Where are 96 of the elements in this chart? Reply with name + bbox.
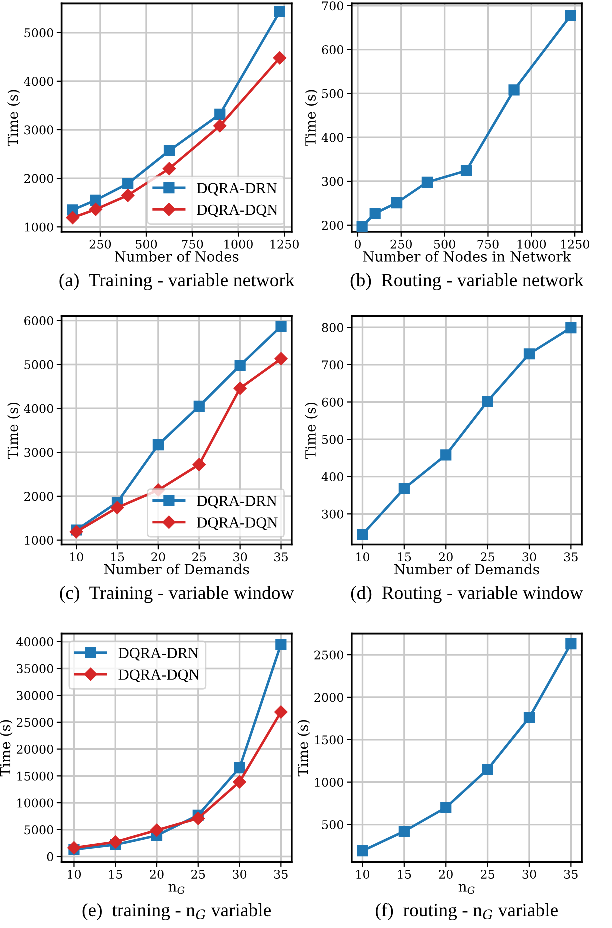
y-tick-label: 0 (47, 852, 54, 862)
y-tick-label: 1000 (25, 536, 54, 546)
text: (d) Routing - variable window (351, 586, 584, 604)
x-tick-label: 500 (136, 240, 158, 249)
y-tick-label: 20000 (16, 744, 54, 754)
text: (c) Training - variable window (60, 586, 294, 604)
x-tick-label: 35 (564, 552, 578, 562)
x-tick-label: 10 (70, 552, 84, 562)
y-tick-label: 300 (322, 177, 344, 186)
text: (e) training - n$_{G}$ variable (82, 903, 272, 920)
x-tick-label: 1000 (518, 240, 546, 249)
y-tick-label: 600 (322, 45, 344, 55)
legend-label: DQRA-DQN (197, 204, 278, 218)
x-tick-label: 30 (522, 870, 536, 879)
y-tick-label: 700 (322, 2, 344, 11)
text: (a) Training - variable network (60, 273, 295, 290)
x-tick-label: 10 (356, 870, 370, 879)
y-tick-label: 6000 (24, 316, 54, 326)
legend-label: DQRA-DRN (197, 496, 277, 509)
y-tick-label: 1000 (25, 222, 54, 232)
x-tick-label: 500 (434, 240, 456, 249)
x-tick-label: 20 (439, 552, 453, 562)
x-tick-label: 15 (398, 552, 412, 562)
y-tick-label: 500 (322, 89, 344, 98)
y-tick-label: 40000 (16, 638, 54, 647)
y-tick-label: 400 (322, 133, 344, 142)
y-tick-label: 500 (322, 820, 344, 830)
text: (b) Routing - variable network (350, 273, 584, 290)
x-axis-title: n$_{G}$ (168, 884, 185, 894)
x-tick-label: 250 (90, 240, 112, 249)
y-axis-title: Time (s) (8, 90, 20, 146)
y-tick-label: 5000 (24, 826, 54, 835)
y-tick-label: 25000 (16, 718, 54, 728)
x-tick-label: 15 (109, 870, 122, 879)
legend-label: DQRA-DQN (197, 518, 278, 530)
x-tick-label: 1000 (224, 240, 253, 249)
y-tick-label: 4000 (24, 77, 54, 86)
x-tick-label: 25 (481, 552, 494, 562)
x-tick-label: 30 (233, 870, 247, 879)
x-axis-title: Number of Nodes in Network (363, 251, 572, 262)
y-tick-label: 10000 (18, 798, 54, 808)
x-tick-label: 35 (274, 870, 288, 879)
y-tick-label: 2000 (314, 693, 344, 702)
x-tick-label: 10 (356, 552, 370, 562)
y-tick-label: 5000 (24, 360, 54, 370)
x-tick-label: 20 (152, 552, 166, 562)
x-tick-label: 1250 (561, 240, 590, 249)
x-tick-label: 25 (481, 870, 494, 879)
x-tick-label: 20 (439, 870, 453, 879)
y-tick-label: 5000 (24, 28, 54, 38)
x-axis-title: Number of Demands (104, 564, 250, 575)
x-tick-label: 1250 (270, 240, 299, 249)
y-tick-label: 2000 (24, 492, 54, 502)
x-axis-title: Number of Nodes (114, 251, 239, 262)
y-axis-title: Time (s) (305, 90, 318, 146)
y-axis-title: Time (s) (8, 402, 20, 460)
y-tick-label: 2500 (314, 650, 344, 660)
x-tick-label: 750 (478, 240, 499, 249)
y-tick-label: 200 (322, 221, 344, 230)
y-tick-label: 800 (322, 323, 344, 332)
legend-label: DQRA-DRN (197, 183, 277, 196)
x-axis-title: Number of Demands (394, 564, 540, 575)
y-axis-title: Time (s) (298, 720, 310, 777)
y-tick-label: 1000 (315, 778, 344, 788)
text: (f) routing - n$_{G}$ variable (376, 903, 558, 920)
x-tick-label: 250 (390, 240, 412, 249)
y-axis-title: Time (s) (305, 402, 318, 460)
y-axis-title: Time (s) (0, 720, 13, 777)
y-tick-label: 1500 (315, 736, 344, 745)
x-tick-label: 35 (564, 870, 578, 879)
y-tick-label: 500 (322, 435, 344, 444)
y-tick-label: 35000 (17, 664, 54, 674)
x-tick-label: 30 (522, 552, 536, 562)
x-tick-label: 25 (192, 552, 206, 562)
x-tick-label: 30 (234, 552, 248, 562)
x-axis-title: n$_{G}$ (458, 884, 475, 894)
y-tick-label: 300 (322, 510, 344, 519)
x-tick-label: 35 (274, 552, 288, 562)
x-tick-label: 15 (111, 552, 124, 562)
x-tick-label: 20 (150, 870, 164, 879)
y-tick-label: 3000 (24, 126, 54, 135)
legend-label: DQRA-DQN (118, 670, 200, 682)
y-tick-label: 600 (322, 398, 344, 407)
y-tick-label: 700 (322, 360, 344, 370)
x-tick-label: 15 (398, 870, 412, 879)
y-tick-label: 15000 (18, 772, 54, 781)
y-tick-label: 2000 (24, 174, 54, 184)
y-tick-label: 3000 (24, 448, 54, 458)
y-tick-label: 400 (322, 472, 344, 482)
x-tick-label: 10 (68, 870, 82, 879)
legend-label: DQRA-DRN (118, 648, 199, 661)
y-tick-label: 4000 (24, 404, 54, 414)
x-tick-label: 0 (354, 240, 361, 249)
x-tick-label: 25 (192, 870, 206, 879)
x-tick-label: 750 (182, 240, 204, 249)
y-tick-label: 30000 (17, 691, 54, 700)
